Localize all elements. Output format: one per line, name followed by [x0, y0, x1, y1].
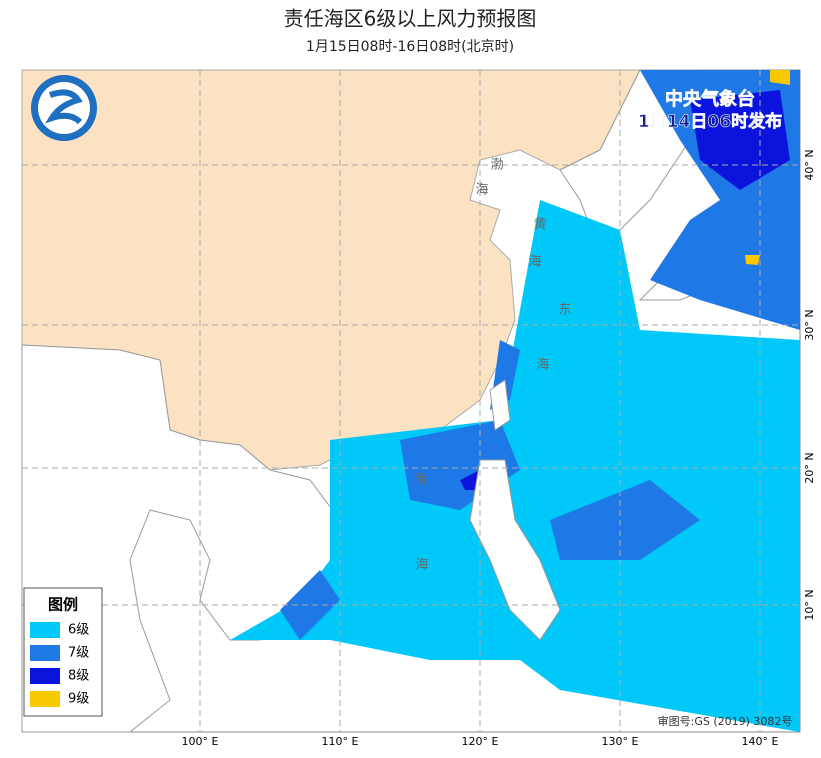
- taiwan-land: [489, 379, 511, 431]
- legend-swatch: [30, 691, 60, 707]
- logo: [31, 75, 97, 141]
- legend-swatch: [30, 622, 60, 638]
- legend: 图例 6级 7级 8级 9级: [23, 587, 103, 717]
- longitude-label: 100° E: [182, 735, 219, 748]
- map-frame: [21, 69, 801, 733]
- legend-label: 9级: [68, 692, 89, 707]
- sea-label: 海: [536, 358, 549, 373]
- issuer-time: 1月14日06时发布: [638, 111, 782, 132]
- latitude-label: 40° N: [803, 149, 816, 180]
- latitude-label: 20° N: [803, 452, 816, 483]
- legend-swatch: [30, 668, 60, 684]
- legend-label: 7级: [68, 646, 89, 661]
- sea-label: 海: [415, 558, 428, 573]
- longitude-label: 110° E: [322, 735, 359, 748]
- latitude-label: 30° N: [803, 309, 816, 340]
- sea-label: 东: [558, 303, 571, 318]
- sea-label: 渤: [490, 157, 503, 173]
- legend-label: 6级: [68, 623, 89, 638]
- approval-number: 审图号:GS (2019) 3082号: [658, 714, 793, 728]
- legend-title: 图例: [48, 596, 78, 614]
- legend-label: 8级: [68, 669, 89, 684]
- longitude-label: 130° E: [602, 735, 639, 748]
- issuer-agency: 中央气象台: [665, 88, 755, 110]
- title: 责任海区6级以上风力预报图: [284, 7, 537, 31]
- latitude-label: 10° N: [803, 589, 816, 620]
- wind-area-8: [460, 90, 790, 490]
- sea-label: 海: [528, 255, 541, 270]
- longitude-label: 140° E: [742, 735, 779, 748]
- legend-swatch: [30, 645, 60, 661]
- longitude-label: 120° E: [462, 735, 499, 748]
- subtitle: 1月15日08时-16日08时(北京时): [306, 39, 514, 55]
- sea-label: 海: [475, 183, 488, 198]
- sea-label: 黄: [533, 218, 546, 233]
- sea-label: 南: [413, 472, 426, 488]
